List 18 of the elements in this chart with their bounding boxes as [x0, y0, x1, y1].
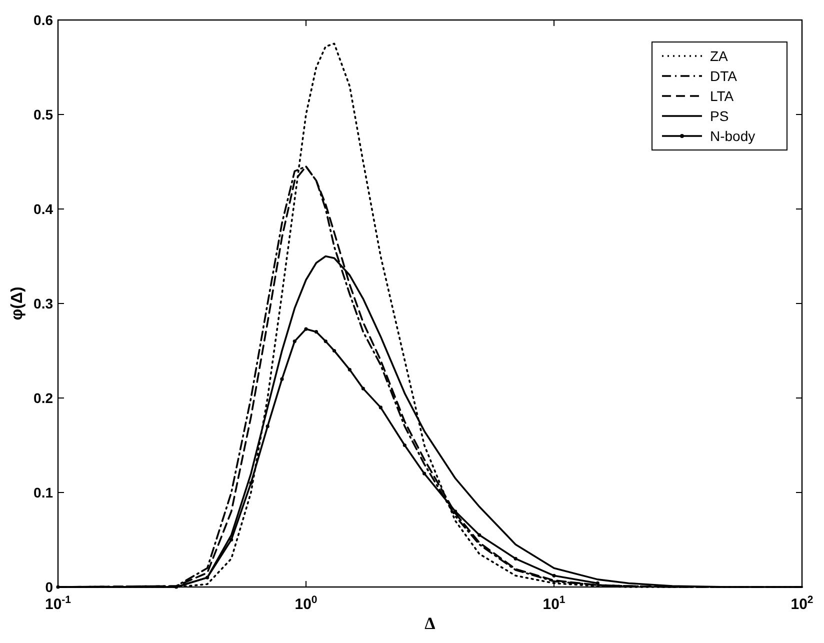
y-tick-label: 0	[45, 579, 54, 595]
x-tick-label: 10$^{-1}$	[44, 594, 72, 613]
legend-label: ZA	[710, 48, 729, 64]
y-tick-label: 0.3	[34, 296, 54, 312]
x-tick-label: 10$^{1}$	[542, 594, 566, 613]
y-axis-title: φ(Δ)	[9, 286, 26, 320]
x-tick-label: 10$^{0}$	[294, 594, 318, 613]
y-tick-label: 0.2	[34, 390, 54, 406]
y-tick-label: 0.5	[34, 106, 54, 122]
x-tick-label: 10$^{2}$	[790, 594, 814, 613]
legend-label: DTA	[710, 68, 738, 84]
y-tick-label: 0.1	[34, 484, 54, 500]
legend-label: LTA	[710, 88, 734, 104]
y-tick-label: 0.6	[34, 12, 54, 28]
x-axis-title: Δ	[424, 614, 436, 633]
legend-label: N-body	[710, 128, 756, 144]
legend-label: PS	[710, 108, 729, 124]
y-tick-label: 0.4	[34, 201, 54, 217]
